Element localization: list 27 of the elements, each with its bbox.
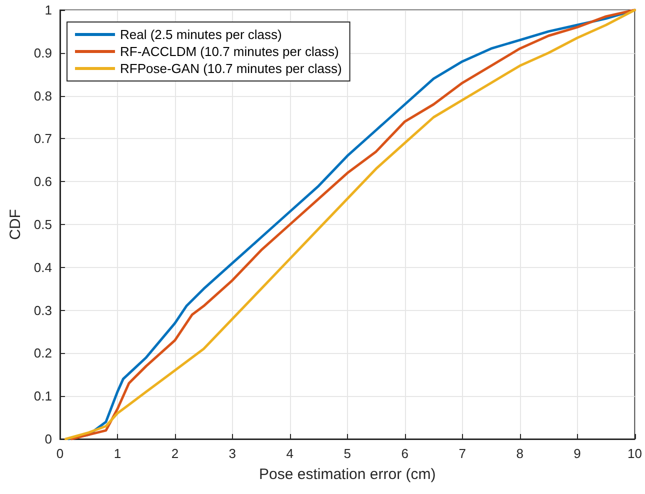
legend-label: Real (2.5 minutes per class): [120, 27, 282, 42]
x-tick-label: 4: [286, 446, 294, 461]
x-tick-label: 0: [56, 446, 64, 461]
x-tick-label: 6: [401, 446, 408, 461]
y-tick-label: 0.6: [34, 174, 52, 190]
x-tick-label: 8: [516, 446, 524, 461]
y-tick-label: 0.3: [34, 302, 52, 318]
y-tick-label: 0.2: [34, 346, 52, 361]
x-tick-label: 2: [171, 446, 179, 461]
y-tick-label: 0.4: [34, 260, 52, 275]
x-tick-label: 1: [114, 446, 122, 461]
legend-label: RF-ACCLDM (10.7 minutes per class): [120, 44, 339, 59]
y-tick-label: 0: [44, 432, 52, 446]
y-tick-label: 1: [44, 2, 52, 18]
x-tick-label: 3: [228, 446, 236, 461]
y-tick-label: 0.7: [34, 131, 52, 146]
y-tick-label: 0.5: [34, 217, 52, 232]
y-tick-label: 0.1: [34, 388, 52, 404]
legend-label: RFPose-GAN (10.7 minutes per class): [120, 61, 342, 76]
x-tick-label: 7: [458, 446, 466, 461]
x-tick-label: 10: [628, 446, 642, 461]
x-axis-title: Pose estimation error (cm): [259, 466, 436, 483]
y-tick-label: 0.8: [34, 88, 52, 104]
x-tick-label: 5: [344, 446, 351, 461]
y-axis-title: CDF: [7, 209, 24, 240]
x-tick-label: 9: [574, 446, 581, 461]
y-tick-label: 0.9: [34, 45, 52, 60]
